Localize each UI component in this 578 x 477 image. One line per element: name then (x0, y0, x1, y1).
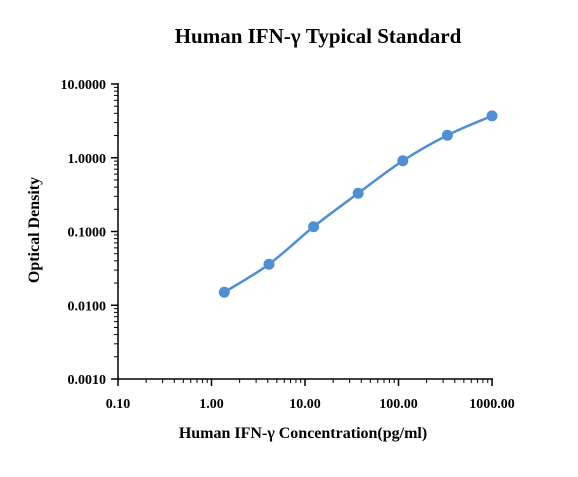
chart-title: Human IFN-γ Typical Standard (175, 24, 462, 48)
y-tick-label: 10.0000 (61, 78, 107, 93)
y-tick-label: 0.0100 (68, 299, 107, 314)
series-layer (218, 110, 498, 298)
axes: 0.0010 0.0100 0.1000 1.0000 10.0000 0.10 1.00 1… (61, 78, 515, 412)
x-tick-label: 1.00 (199, 397, 224, 412)
y-tick-label: 0.1000 (68, 226, 107, 241)
data-point (263, 258, 275, 270)
x-tick-label: 100.00 (379, 397, 418, 412)
y-tick-label: 0.0010 (68, 373, 107, 388)
data-point (308, 221, 320, 233)
x-tick-label: 0.10 (106, 397, 131, 412)
data-point (486, 110, 498, 122)
x-tick-label: 1000.00 (469, 397, 515, 412)
data-point (397, 155, 409, 167)
data-point (352, 187, 364, 199)
data-point (218, 286, 230, 298)
x-tick-label: 10.00 (289, 397, 321, 412)
y-axis-label: Optical Density (26, 177, 43, 283)
x-axis-label: Human IFN-γ Concentration(pg/ml) (179, 425, 427, 442)
data-point (441, 129, 453, 141)
y-tick-label: 1.0000 (68, 152, 107, 167)
